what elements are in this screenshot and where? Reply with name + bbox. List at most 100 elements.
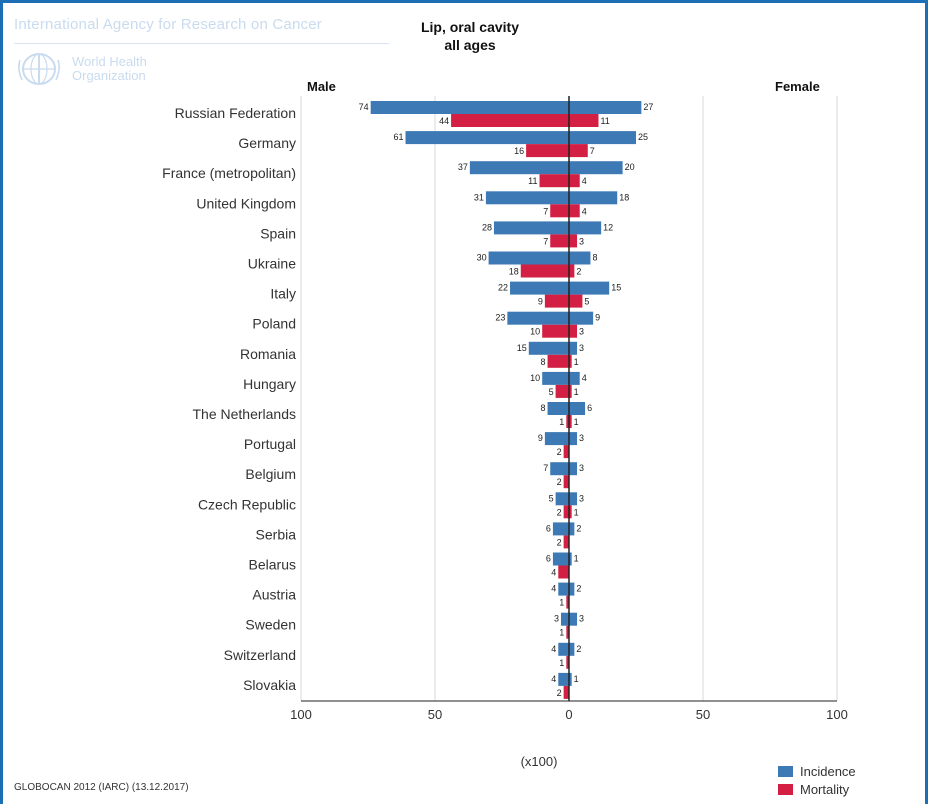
data-label-female-mortality: 4	[582, 206, 587, 216]
bar-female-incidence	[569, 281, 610, 295]
data-label-male-incidence: 30	[477, 253, 487, 263]
bar-female-incidence	[569, 341, 578, 355]
category-label: Belarus	[249, 557, 296, 573]
data-label-male-mortality: 1	[559, 658, 564, 668]
category-label: Belgium	[245, 466, 296, 482]
bar-male-mortality	[550, 234, 569, 248]
bar-male-incidence	[469, 161, 569, 175]
category-label: France (metropolitan)	[162, 165, 296, 181]
chart-title: Lip, oral cavity all ages	[395, 18, 545, 54]
data-label-female-incidence: 1	[574, 674, 579, 684]
category-label: Spain	[260, 225, 296, 241]
data-label-male-mortality: 7	[543, 206, 548, 216]
bar-female-mortality	[569, 144, 588, 158]
category-label: Sweden	[245, 617, 296, 633]
bar-male-mortality	[544, 294, 569, 308]
data-label-male-mortality: 4	[551, 568, 556, 578]
data-label-male-incidence: 3	[554, 614, 559, 624]
male-label: Male	[307, 79, 336, 94]
data-label-male-incidence: 6	[546, 554, 551, 564]
data-label-female-mortality: 3	[579, 327, 584, 337]
legend-item-incidence: Incidence	[778, 762, 908, 780]
who-wordmark: World Health Organization	[72, 55, 147, 83]
data-label-female-mortality: 1	[574, 387, 579, 397]
data-label-male-mortality: 2	[557, 507, 562, 517]
bar-male-mortality	[542, 324, 569, 338]
bar-male-incidence	[493, 221, 569, 235]
bar-female-incidence	[569, 251, 591, 265]
data-label-male-incidence: 31	[474, 192, 484, 202]
source-footnote: GLOBOCAN 2012 (IARC) (13.12.2017)	[14, 782, 189, 793]
data-label-male-incidence: 5	[549, 493, 554, 503]
bar-male-incidence	[370, 101, 569, 114]
category-label: Czech Republic	[198, 496, 296, 512]
data-label-female-incidence: 27	[643, 102, 653, 112]
category-label: Hungary	[243, 376, 296, 392]
data-label-female-mortality: 11	[600, 116, 609, 126]
legend-swatch-incidence	[778, 765, 793, 777]
category-label: Serbia	[256, 526, 297, 542]
x-axis-label: (x100)	[521, 754, 558, 769]
category-label: Austria	[252, 587, 296, 603]
data-label-female-incidence: 1	[574, 554, 579, 564]
bar-female-incidence	[569, 221, 602, 235]
bar-male-incidence	[552, 552, 569, 566]
data-label-male-mortality: 18	[509, 267, 519, 277]
bar-male-incidence	[485, 191, 569, 205]
data-label-male-mortality: 2	[557, 477, 562, 487]
data-label-female-incidence: 15	[611, 283, 621, 293]
bar-female-mortality	[569, 204, 580, 218]
bar-male-mortality	[566, 655, 569, 669]
data-label-male-mortality: 1	[559, 628, 564, 638]
bar-female-incidence	[569, 311, 594, 325]
bar-male-mortality	[555, 384, 569, 398]
category-label: Ukraine	[248, 256, 296, 272]
bar-female-mortality	[569, 234, 578, 248]
bar-female-incidence	[569, 642, 575, 656]
bar-male-mortality	[451, 114, 569, 127]
bar-female-incidence	[569, 191, 618, 205]
bar-male-incidence	[507, 311, 569, 325]
data-label-female-incidence: 3	[579, 463, 584, 473]
who-line-1: World Health	[72, 54, 147, 69]
data-label-female-mortality: 7	[590, 146, 595, 156]
data-label-male-incidence: 74	[359, 102, 369, 112]
legend: Incidence Mortality	[778, 762, 908, 802]
bar-male-mortality	[547, 354, 569, 368]
bar-female-incidence	[569, 672, 572, 686]
banner-rule	[14, 43, 389, 44]
data-label-male-incidence: 4	[551, 644, 556, 654]
data-label-male-mortality: 2	[557, 447, 562, 457]
bar-female-incidence	[569, 462, 578, 476]
data-label-male-mortality: 7	[543, 236, 548, 246]
data-label-male-incidence: 61	[394, 132, 404, 142]
data-label-male-incidence: 10	[530, 373, 540, 383]
bar-male-mortality	[563, 475, 569, 489]
data-label-female-incidence: 9	[595, 313, 600, 323]
legend-item-mortality: Mortality	[778, 780, 908, 798]
data-label-female-mortality: 4	[582, 176, 587, 186]
bar-male-incidence	[552, 522, 569, 536]
data-label-male-incidence: 23	[495, 313, 505, 323]
data-label-male-incidence: 7	[543, 463, 548, 473]
bar-male-mortality	[558, 565, 569, 579]
data-label-male-incidence: 15	[517, 343, 527, 353]
bar-female-mortality	[569, 264, 575, 278]
bar-female-mortality	[569, 294, 583, 308]
bar-male-mortality	[566, 595, 569, 609]
bar-female-mortality	[569, 384, 572, 398]
data-label-female-mortality: 2	[576, 267, 581, 277]
category-label: Poland	[252, 316, 296, 332]
chart-title-line-2: all ages	[444, 37, 496, 53]
data-label-female-incidence: 8	[592, 253, 597, 263]
data-label-male-mortality: 8	[541, 357, 546, 367]
x-tick-label: 0	[565, 707, 572, 722]
bar-male-incidence	[550, 462, 569, 476]
bar-male-mortality	[566, 625, 569, 639]
bar-female-incidence	[569, 582, 575, 596]
data-label-male-incidence: 22	[498, 283, 508, 293]
bar-male-incidence	[560, 612, 569, 626]
legend-label-incidence: Incidence	[800, 763, 856, 779]
bar-male-incidence	[488, 251, 569, 265]
